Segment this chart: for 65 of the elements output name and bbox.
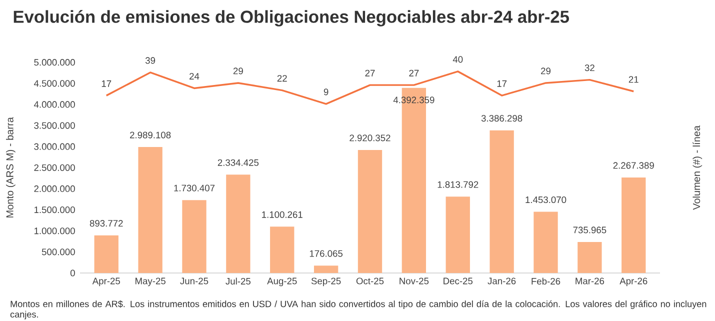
x-tick-label: Aug-25 (267, 278, 297, 286)
data-label: 40 (452, 56, 463, 63)
x-tick-label: Oct-25 (356, 278, 384, 284)
data-label: 1.453.070 (526, 196, 566, 204)
data-label: 21 (628, 76, 638, 83)
y-tick-label: 3.000.000 (34, 143, 75, 150)
bar (226, 174, 250, 273)
data-label: 24 (190, 72, 200, 80)
data-label: 735.965 (573, 226, 606, 234)
data-label: 39 (145, 57, 156, 64)
y-tick-label: 500.000 (42, 248, 75, 256)
bar (138, 147, 162, 273)
data-label: 2.334.425 (218, 159, 259, 166)
y-tick-label: 3.500.000 (34, 122, 75, 129)
y-tick-label: 2.500.000 (34, 164, 75, 171)
bar (622, 177, 646, 273)
data-label: 9 (324, 88, 328, 96)
x-tick-label: Feb-26 (532, 278, 560, 285)
data-label: 2.267.389 (613, 162, 654, 169)
bar (94, 235, 118, 273)
data-label: 22 (277, 75, 287, 82)
bar (446, 196, 470, 273)
x-tick-label: Apr-25 (92, 278, 120, 286)
bar (270, 226, 294, 273)
data-label: 3.386.298 (481, 115, 522, 122)
y-tick-label: 2.000.000 (34, 185, 75, 192)
y-tick-label: 4.500.000 (34, 80, 75, 87)
x-tick-label: Jul-25 (226, 278, 250, 285)
y-tick-label: 0 (70, 270, 75, 276)
x-tick-label: Apr-26 (620, 278, 648, 286)
data-label: 1.730.407 (174, 184, 215, 192)
x-tick-label: Dec-25 (444, 278, 473, 284)
data-label: 176.065 (310, 250, 343, 257)
data-label: 27 (409, 70, 419, 76)
x-tick-label: May-25 (136, 278, 166, 286)
y-tick-label: 5.000.000 (34, 59, 75, 66)
y-tick-label: 1.500.000 (34, 206, 75, 214)
data-label: 1.100.261 (262, 211, 302, 218)
bar (314, 266, 338, 273)
bar (490, 130, 514, 273)
data-label: 17 (102, 80, 112, 87)
x-tick-label: Mar-26 (576, 278, 604, 284)
chart-title: Evolución de emisiones de Obligaciones Negociables abr-24 abr-25 (14, 10, 569, 26)
y-axis-title: Monto (ARS M) - barra (6, 117, 16, 218)
data-label: 29 (541, 68, 550, 74)
text: Montos en millones de AR$. Los instrumentos emitidos en USD / UVA han sido convertidos al tipo de cambio del día de la colocación. Los valores del gráfico no incluyen canjes. (10, 300, 706, 320)
y2-axis-title: Volumen (#) - línea (692, 125, 702, 210)
data-label: 17 (497, 80, 507, 87)
bar (534, 212, 558, 273)
data-label: 27 (365, 70, 375, 76)
data-label: 29 (233, 68, 243, 74)
bar (578, 242, 602, 273)
x-tick-label: Jan-26 (488, 278, 516, 284)
y-tick-label: 4.000.000 (34, 101, 75, 108)
data-label: 1.813.792 (438, 181, 478, 188)
data-label: 2.989.108 (130, 132, 171, 138)
x-tick-label: Nov-25 (400, 278, 429, 284)
bar (358, 150, 382, 273)
data-label: 32 (584, 64, 594, 72)
data-label: 2.920.352 (350, 134, 390, 142)
x-tick-label: Jun-25 (180, 278, 208, 284)
data-label: 893.772 (90, 220, 123, 227)
x-tick-label: Sep-25 (311, 278, 341, 286)
bar (182, 200, 206, 273)
y-tick-label: 1.000.000 (34, 228, 75, 234)
